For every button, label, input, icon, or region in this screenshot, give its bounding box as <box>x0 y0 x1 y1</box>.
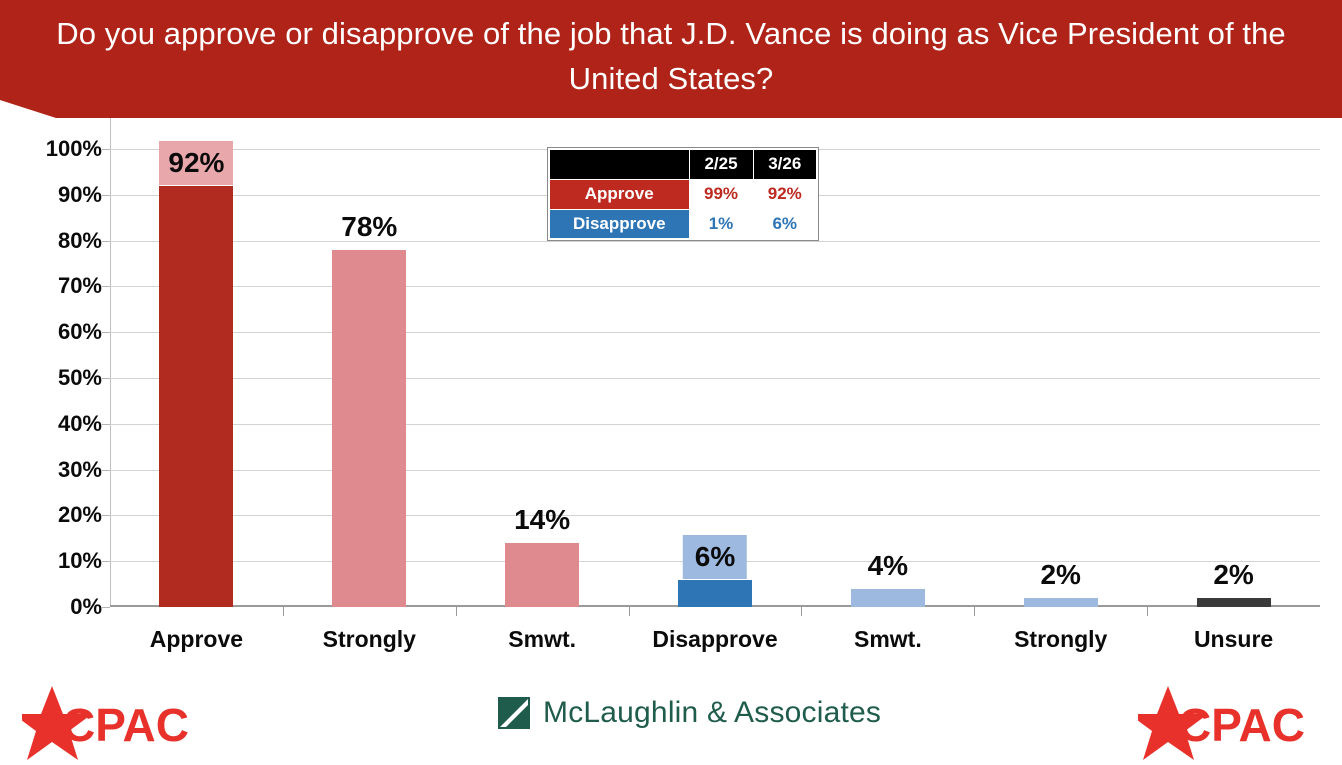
cpac-wordmark: CPAC <box>1178 699 1305 751</box>
bar-group: 4% <box>801 149 974 607</box>
bar-group: 14% <box>456 149 629 607</box>
cpac-wordmark: CPAC <box>62 699 189 751</box>
y-axis-tick <box>102 607 110 608</box>
sponsor-logo: McLaughlin & Associates <box>498 696 881 730</box>
table-row: Approve 99% 92% <box>548 178 818 210</box>
y-axis-tick-label: 20% <box>57 502 102 528</box>
gridline <box>110 332 1320 334</box>
bar[interactable] <box>505 542 580 607</box>
x-axis-label: Strongly <box>322 626 416 652</box>
y-axis-tick-label: 50% <box>57 365 102 390</box>
bar[interactable] <box>677 579 752 607</box>
footer: CPAC McLaughlin & Associates CPAC <box>0 678 1342 765</box>
x-axis-label: Strongly <box>1014 626 1108 652</box>
bar-value-label: 4% <box>867 549 909 581</box>
trend-table: 2/25 3/26 Approve 99% 92% Disapprove 1% … <box>547 147 819 241</box>
x-axis-labels: Approve Strongly Smwt. Disapprove Smwt. Stron… <box>110 626 1320 668</box>
x-axis-tick <box>455 607 457 616</box>
page-title: Do you approve or disapprove of the job … <box>56 16 1286 96</box>
table-row: Disapprove 1% 6% <box>548 208 818 240</box>
bar-value-label: 2% <box>1040 558 1081 590</box>
trend-table-body: Approve 99% 92% Disapprove 1% 6% <box>548 178 818 240</box>
gridline <box>110 240 1320 242</box>
table-corner-cell <box>548 148 690 180</box>
x-axis-label: Smwt. <box>853 626 922 652</box>
y-axis-tick <box>102 332 110 334</box>
x-axis-tick <box>974 607 976 616</box>
bar-value-label: 78% <box>341 210 398 242</box>
gridline <box>110 515 1320 517</box>
cpac-logo-left: CPAC <box>22 686 189 760</box>
bar-group: 78% <box>283 149 456 607</box>
x-axis-tick <box>801 607 803 616</box>
table-col-header-0: 2/25 <box>688 148 754 180</box>
title-banner: Do you approve or disapprove of the job … <box>0 0 1342 118</box>
table-cell-disapprove-1: 6% <box>752 208 818 240</box>
y-axis-tick-label: 70% <box>57 273 102 299</box>
bar-value-label: 2% <box>1213 558 1254 590</box>
table-cell-disapprove-0: 1% <box>688 208 754 240</box>
y-axis-tick <box>102 378 110 379</box>
y-axis-tick <box>102 194 110 196</box>
gridline <box>110 469 1320 471</box>
y-axis-tick-label: 0% <box>70 594 102 619</box>
y-axis-tick <box>102 240 110 242</box>
x-axis-label: Unsure <box>1193 626 1274 652</box>
y-axis-tick-label: 40% <box>57 410 102 436</box>
x-axis-tick <box>282 607 284 616</box>
bar-value-label: 14% <box>514 503 571 535</box>
plot-area: 92% 78% 14% 6% 4% 2% 2% <box>102 118 1320 616</box>
y-axis-tick <box>102 149 110 150</box>
gridline <box>110 286 1320 288</box>
y-axis-tick <box>102 469 110 471</box>
cpac-star-icon <box>22 686 92 760</box>
bar[interactable] <box>1023 597 1098 607</box>
gridline <box>110 378 1320 379</box>
x-axis-label: Disapprove <box>652 626 778 652</box>
bar-group: 6% <box>629 149 802 607</box>
x-axis-label: Approve <box>149 626 244 652</box>
sponsor-name: McLaughlin & Associates <box>543 696 882 729</box>
x-axis-tick <box>1147 607 1149 616</box>
y-axis-tick <box>102 286 110 288</box>
table-row-label-approve: Approve <box>548 178 690 210</box>
bar[interactable] <box>159 185 234 607</box>
cpac-star-icon <box>1138 686 1208 760</box>
bar-chart: 100% 90% 80% 70% 60% 50% 40% 30% 20% 10% 0% 92% 78%… <box>0 118 1342 678</box>
bar-group: 92% <box>110 140 283 607</box>
y-axis-tick-label: 10% <box>57 548 102 574</box>
table-col-header-1: 3/26 <box>752 148 818 180</box>
y-axis-tick-label: 90% <box>57 181 102 207</box>
mclaughlin-mark-icon <box>498 697 530 729</box>
cpac-logo-right: CPAC <box>1138 686 1305 760</box>
bar[interactable] <box>1196 597 1271 607</box>
gridline <box>110 423 1320 425</box>
bar-group: 2% <box>974 149 1147 607</box>
x-axis-tick <box>628 607 630 616</box>
bar-value-label: 6% <box>682 534 748 579</box>
table-row-label-disapprove: Disapprove <box>548 208 690 240</box>
trend-table-header: 2/25 3/26 <box>548 148 818 180</box>
table-cell-approve-1: 92% <box>752 178 818 210</box>
y-axis: 100% 90% 80% 70% 60% 50% 40% 30% 20% 10% 0% <box>16 118 110 678</box>
y-axis-tick <box>102 561 110 563</box>
y-axis-spine <box>110 118 111 607</box>
table-cell-approve-0: 99% <box>688 178 754 210</box>
table-header-row: 2/25 3/26 <box>548 148 818 180</box>
bar-value-label: 92% <box>159 140 234 185</box>
bar-group: 2% <box>1147 149 1320 607</box>
y-axis-tick <box>102 423 110 425</box>
y-axis-tick-label: 100% <box>45 136 102 161</box>
x-axis-label: Smwt. <box>508 626 577 652</box>
y-axis-tick-label: 60% <box>57 319 102 345</box>
bar[interactable] <box>332 249 407 607</box>
bar[interactable] <box>850 588 925 607</box>
y-axis-tick-label: 80% <box>57 227 102 253</box>
y-axis-tick-label: 30% <box>57 456 102 482</box>
y-axis-tick <box>102 515 110 517</box>
